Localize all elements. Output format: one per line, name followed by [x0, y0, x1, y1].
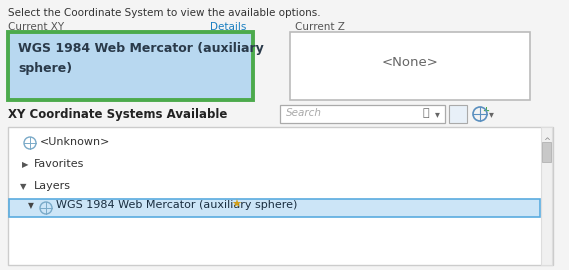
- Text: ▶: ▶: [22, 160, 28, 169]
- Bar: [542, 142, 551, 162]
- Bar: [541, 127, 552, 265]
- Text: ▾: ▾: [489, 109, 494, 119]
- Text: ▼: ▼: [28, 201, 34, 210]
- Text: <None>: <None>: [382, 56, 439, 69]
- Text: Search: Search: [286, 108, 322, 118]
- Text: ★: ★: [231, 200, 241, 210]
- Text: <Unknown>: <Unknown>: [40, 137, 110, 147]
- Text: WGS 1984 Web Mercator (auxiliary sphere): WGS 1984 Web Mercator (auxiliary sphere): [56, 200, 298, 210]
- Text: sphere): sphere): [18, 62, 72, 75]
- Text: Layers: Layers: [34, 181, 71, 191]
- Text: ▼: ▼: [20, 182, 27, 191]
- Bar: [449, 105, 467, 123]
- Bar: [290, 32, 530, 100]
- Text: WGS 1984 Web Mercator (auxiliary: WGS 1984 Web Mercator (auxiliary: [18, 42, 264, 55]
- Bar: [8, 127, 553, 265]
- Text: XY Coordinate Systems Available: XY Coordinate Systems Available: [8, 108, 228, 121]
- Bar: [9, 199, 540, 217]
- Text: +: +: [482, 106, 489, 115]
- Text: Current Z: Current Z: [295, 22, 345, 32]
- Text: ▾: ▾: [435, 109, 440, 119]
- Text: Details: Details: [210, 22, 246, 32]
- Bar: [8, 32, 253, 100]
- Text: Current XY: Current XY: [8, 22, 64, 32]
- Text: Select the Coordinate System to view the available options.: Select the Coordinate System to view the…: [8, 8, 320, 18]
- Text: ⌕: ⌕: [423, 108, 430, 118]
- Text: Favorites: Favorites: [34, 159, 84, 169]
- Text: ^: ^: [543, 137, 550, 146]
- Bar: [280, 105, 445, 123]
